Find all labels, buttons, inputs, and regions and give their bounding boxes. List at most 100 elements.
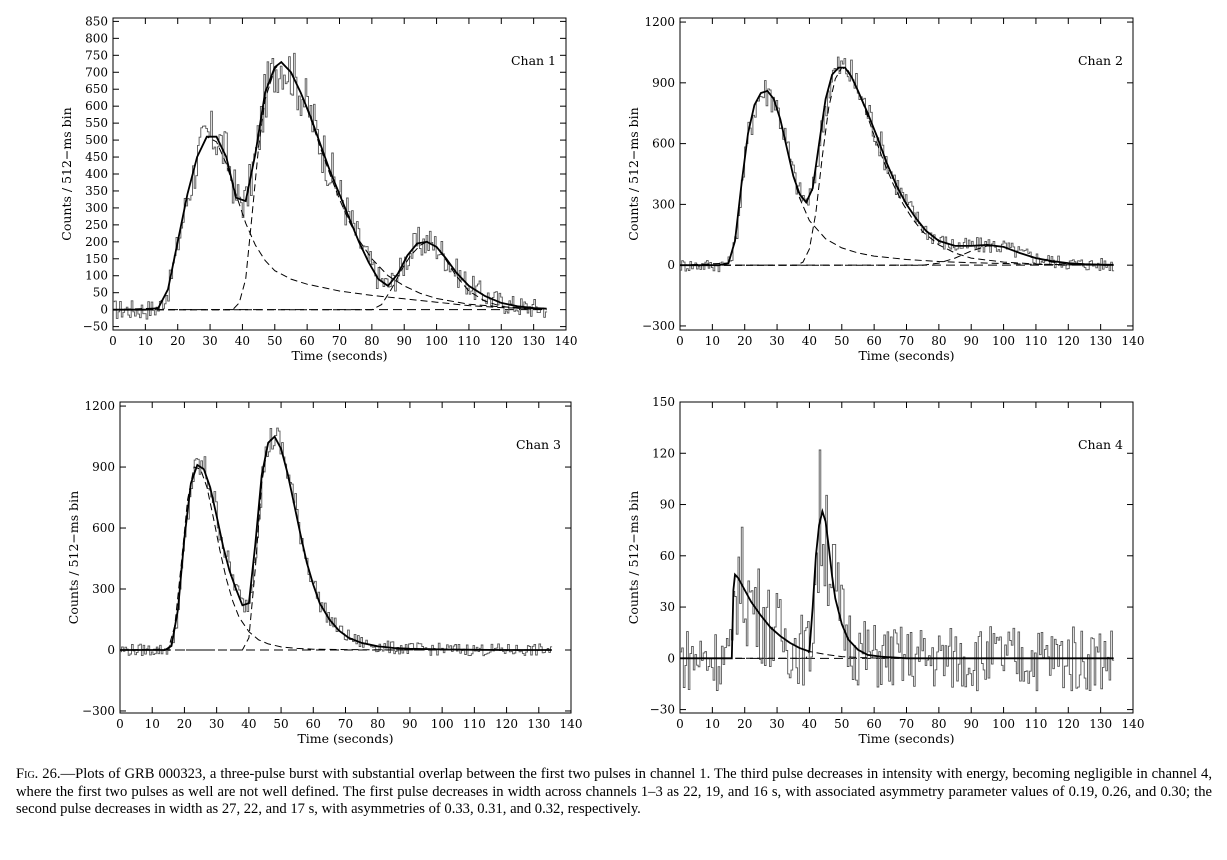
y-tick-label: 850 bbox=[85, 14, 108, 28]
x-tick-label: 110 bbox=[463, 717, 486, 731]
x-tick-label: 90 bbox=[964, 717, 979, 731]
total-fit-line bbox=[680, 66, 1114, 267]
total-fit-line bbox=[113, 60, 547, 311]
x-tick-label: 60 bbox=[867, 717, 882, 731]
x-tick-label: 50 bbox=[267, 334, 282, 348]
y-tick-label: 60 bbox=[660, 549, 675, 563]
x-tick-label: 100 bbox=[992, 717, 1015, 731]
y-tick-label: 600 bbox=[92, 521, 115, 535]
x-tick-label: 0 bbox=[116, 717, 124, 731]
x-tick-label: 140 bbox=[555, 334, 578, 348]
y-tick-label: 500 bbox=[85, 133, 108, 147]
y-tick-label: −50 bbox=[83, 320, 108, 334]
x-tick-label: 10 bbox=[138, 334, 153, 348]
pulse-fit-3 bbox=[113, 241, 547, 311]
x-tick-label: 90 bbox=[402, 717, 417, 731]
x-tick-label: 40 bbox=[235, 334, 250, 348]
x-tick-label: 60 bbox=[867, 334, 882, 348]
x-tick-label: 70 bbox=[332, 334, 347, 348]
y-tick-label: 200 bbox=[85, 235, 108, 249]
x-tick-label: 40 bbox=[802, 717, 817, 731]
x-tick-label: 130 bbox=[1089, 717, 1112, 731]
x-tick-label: 120 bbox=[1057, 717, 1080, 731]
x-tick-label: 90 bbox=[397, 334, 412, 348]
x-tick-label: 130 bbox=[527, 717, 550, 731]
x-tick-label: 30 bbox=[202, 334, 217, 348]
plot-frame bbox=[112, 17, 567, 331]
y-tick-label: 800 bbox=[85, 31, 108, 45]
y-tick-label: 120 bbox=[652, 446, 675, 460]
y-tick-label: 1200 bbox=[644, 15, 675, 29]
x-tick-label: 100 bbox=[425, 334, 448, 348]
plot-area bbox=[680, 56, 1115, 273]
plot-area bbox=[120, 427, 553, 657]
x-tick-label: 20 bbox=[170, 334, 185, 348]
data-histogram bbox=[120, 427, 553, 657]
caption-text: —Plots of GRB 000323, a three-pulse burs… bbox=[16, 766, 1212, 817]
x-tick-label: 70 bbox=[899, 334, 914, 348]
y-tick-label: 30 bbox=[660, 600, 675, 614]
y-axis-label: Counts / 512−ms bin bbox=[59, 107, 74, 240]
pulse-fit-1 bbox=[680, 573, 1114, 659]
y-tick-label: 0 bbox=[100, 303, 108, 317]
y-axis-label: Counts / 512−ms bin bbox=[626, 491, 641, 624]
y-tick-label: 150 bbox=[85, 252, 108, 266]
x-tick-label: 50 bbox=[834, 334, 849, 348]
y-tick-label: −30 bbox=[650, 703, 675, 717]
x-tick-label: 90 bbox=[964, 334, 979, 348]
x-tick-label: 40 bbox=[241, 717, 256, 731]
x-tick-label: 130 bbox=[522, 334, 545, 348]
pulse-fit-2 bbox=[680, 66, 1114, 266]
x-axis-label: Time (seconds) bbox=[858, 348, 954, 363]
pulse-fit-2 bbox=[113, 61, 547, 311]
channel-title: Chan 4 bbox=[1078, 437, 1123, 452]
y-tick-label: 900 bbox=[652, 76, 675, 90]
y-tick-label: 0 bbox=[667, 258, 675, 272]
x-tick-label: 110 bbox=[1024, 334, 1047, 348]
plot-area bbox=[113, 52, 548, 320]
plot-area bbox=[680, 449, 1115, 692]
x-tick-label: 100 bbox=[992, 334, 1015, 348]
y-axis-label: Counts / 512−ms bin bbox=[66, 491, 81, 624]
y-tick-label: 250 bbox=[85, 218, 108, 232]
x-tick-label: 30 bbox=[209, 717, 224, 731]
chart-panel-1: 0 10 20 30 40 50 60 70 80 90 100 110 120 130 140−50050… bbox=[59, 14, 577, 363]
y-tick-label: 600 bbox=[652, 137, 675, 151]
x-tick-label: 140 bbox=[560, 717, 583, 731]
total-fit-line bbox=[680, 508, 1114, 660]
x-tick-label: 0 bbox=[676, 717, 684, 731]
chart-panel-2: 0 10 20 30 40 50 60 70 80 90 100 110 120 130 140−30003… bbox=[626, 15, 1144, 363]
y-tick-label: 400 bbox=[85, 167, 108, 181]
x-axis-label: Time (seconds) bbox=[291, 348, 387, 363]
total-fit-line bbox=[120, 435, 552, 651]
x-tick-label: 80 bbox=[370, 717, 385, 731]
x-tick-label: 140 bbox=[1122, 717, 1145, 731]
x-axis-label: Time (seconds) bbox=[297, 731, 393, 746]
y-tick-label: 90 bbox=[660, 498, 675, 512]
x-tick-label: 140 bbox=[1122, 334, 1145, 348]
x-tick-label: 0 bbox=[676, 334, 684, 348]
figure-caption: Fig. 26.—Plots of GRB 000323, a three-pu… bbox=[16, 766, 1212, 819]
x-tick-label: 110 bbox=[1024, 717, 1047, 731]
chart-panel-3: 0 10 20 30 40 50 60 70 80 90 100 110 120 130 140−30003… bbox=[66, 399, 582, 746]
x-tick-label: 0 bbox=[109, 334, 117, 348]
figure-canvas: 0 10 20 30 40 50 60 70 80 90 100 110 120 130 140−50050… bbox=[59, 14, 1145, 746]
x-tick-label: 30 bbox=[769, 717, 784, 731]
x-tick-label: 80 bbox=[364, 334, 379, 348]
pulse-fit-1 bbox=[680, 90, 1114, 266]
data-histogram bbox=[680, 449, 1115, 692]
y-tick-label: 750 bbox=[85, 48, 108, 62]
plot-frame bbox=[679, 17, 1134, 331]
x-tick-label: 120 bbox=[1057, 334, 1080, 348]
channel-title: Chan 3 bbox=[516, 437, 561, 452]
x-tick-label: 100 bbox=[431, 717, 454, 731]
x-tick-label: 80 bbox=[931, 717, 946, 731]
channel-title: Chan 1 bbox=[511, 53, 556, 68]
x-tick-label: 40 bbox=[802, 334, 817, 348]
caption-label: Fig. 26. bbox=[16, 766, 61, 782]
x-axis-label: Time (seconds) bbox=[858, 731, 954, 746]
x-tick-label: 130 bbox=[1089, 334, 1112, 348]
x-tick-label: 50 bbox=[834, 717, 849, 731]
x-tick-label: 10 bbox=[705, 334, 720, 348]
y-tick-label: 100 bbox=[85, 269, 108, 283]
